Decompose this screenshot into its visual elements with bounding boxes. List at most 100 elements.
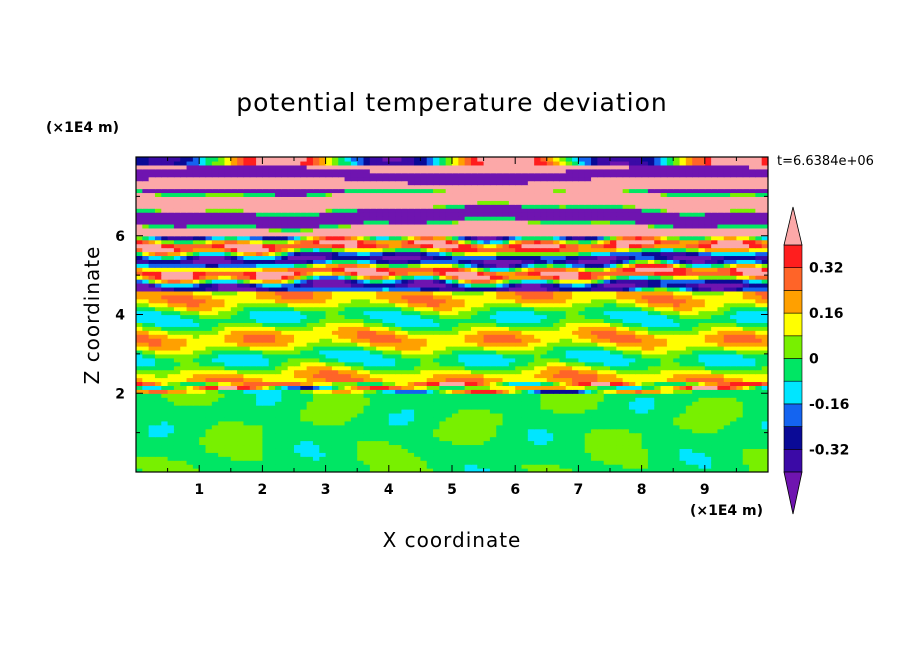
field-cell (420, 409, 428, 414)
field-cell (610, 464, 617, 469)
field-cell (540, 381, 548, 386)
field-cell (173, 357, 181, 363)
field-cell (641, 416, 649, 422)
field-cell (553, 322, 561, 327)
field-cell (136, 428, 143, 434)
field-cell (452, 452, 459, 457)
field-cell (230, 286, 238, 292)
field-cell (622, 452, 630, 457)
field-cell (199, 393, 207, 398)
field-cell (458, 322, 466, 327)
field-cell (338, 385, 346, 390)
field-cell (192, 397, 200, 402)
field-cell (407, 330, 415, 335)
field-cell (515, 436, 523, 442)
field-cell (711, 389, 719, 394)
field-cell (635, 412, 643, 418)
field-cell (470, 275, 478, 280)
field-cell (142, 361, 150, 367)
field-cell (445, 314, 453, 320)
field-cell (508, 290, 516, 296)
field-cell (666, 290, 674, 296)
field-cell (420, 393, 428, 398)
field-cell (161, 416, 169, 422)
field-cell (312, 381, 320, 386)
field-cell (502, 440, 510, 446)
field-cell (161, 464, 169, 469)
field-cell (376, 334, 384, 339)
field-cell (527, 456, 535, 461)
field-cell (515, 412, 523, 418)
field-cell (616, 401, 624, 406)
field-cell (591, 381, 598, 386)
field-cell (369, 334, 377, 339)
field-cell (660, 357, 668, 363)
field-cell (622, 365, 630, 371)
field-cell (603, 338, 611, 343)
field-cell (180, 349, 188, 355)
field-cell (306, 357, 314, 363)
field-cell (496, 361, 504, 367)
field-cell (527, 314, 535, 320)
field-cell (489, 369, 497, 375)
field-cell (704, 279, 712, 284)
field-cell (426, 346, 434, 351)
field-cell (136, 314, 143, 320)
field-cell (445, 432, 453, 438)
field-cell (325, 432, 333, 438)
field-cell (350, 448, 358, 453)
field-cell (546, 436, 554, 442)
field-cell (294, 452, 301, 457)
field-cell (559, 357, 567, 363)
field-cell (711, 468, 719, 472)
field-cell (458, 444, 466, 449)
field-cell (338, 452, 346, 457)
field-cell (237, 460, 245, 465)
field-cell (540, 310, 548, 316)
field-cell (357, 342, 365, 347)
field-cell (660, 409, 668, 414)
field-cell (331, 373, 339, 379)
field-cell (527, 338, 535, 343)
field-cell (401, 420, 409, 426)
field-cell (275, 460, 282, 465)
field-cell (654, 349, 662, 355)
field-cell (243, 416, 251, 422)
field-cell (376, 420, 384, 426)
field-cell (458, 397, 466, 402)
field-cell (161, 357, 169, 363)
field-cell (565, 432, 573, 438)
field-cell (211, 397, 219, 402)
field-cell (294, 302, 301, 308)
field-cell (540, 424, 548, 430)
field-cell (527, 353, 535, 359)
field-cell (401, 334, 409, 339)
field-cell (610, 389, 617, 394)
field-cell (294, 401, 301, 406)
field-cell (344, 468, 352, 472)
field-cell (344, 385, 352, 390)
field-cell (357, 440, 365, 446)
field-cell (300, 346, 308, 351)
field-cell (685, 346, 693, 351)
field-cell (376, 298, 384, 304)
field-cell (685, 326, 693, 331)
field-cell (350, 306, 358, 312)
field-cell (426, 298, 434, 304)
field-cell (433, 353, 440, 359)
field-cell (287, 389, 295, 394)
field-cell (376, 460, 384, 465)
field-cell (628, 286, 636, 292)
field-cell (199, 464, 207, 469)
field-cell (262, 338, 270, 343)
field-cell (521, 286, 529, 292)
field-cell (154, 349, 162, 355)
field-cell (723, 322, 731, 327)
field-cell (256, 310, 263, 316)
field-cell (167, 318, 175, 323)
field-cell (300, 440, 308, 446)
field-cell (628, 416, 636, 422)
field-cell (502, 346, 510, 351)
field-cell (723, 294, 731, 300)
field-cell (300, 381, 308, 386)
